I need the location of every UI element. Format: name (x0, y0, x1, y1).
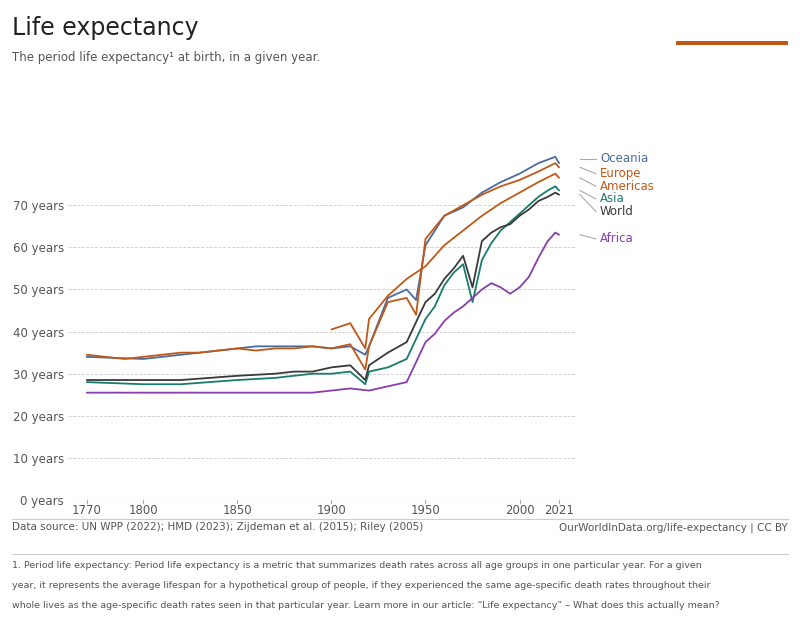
Text: Data source: UN WPP (2022); HMD (2023); Zijdeman et al. (2015); Riley (2005): Data source: UN WPP (2022); HMD (2023); … (12, 522, 423, 533)
Text: The period life expectancy¹ at birth, in a given year.: The period life expectancy¹ at birth, in… (12, 51, 320, 64)
Text: Oceania: Oceania (600, 152, 648, 166)
Text: Life expectancy: Life expectancy (12, 16, 198, 40)
Text: whole lives as the age-specific death rates seen in that particular year. Learn : whole lives as the age-specific death ra… (12, 601, 720, 610)
Text: year, it represents the average lifespan for a hypothetical group of people, if : year, it represents the average lifespan… (12, 581, 710, 590)
Text: Americas: Americas (600, 180, 655, 193)
Text: 1. Period life expectancy: Period life expectancy is a metric that summarizes de: 1. Period life expectancy: Period life e… (12, 561, 702, 569)
Text: Europe: Europe (600, 167, 642, 180)
Bar (676, 41, 788, 45)
Text: in Data: in Data (710, 29, 754, 39)
Text: World: World (600, 205, 634, 218)
Text: Asia: Asia (600, 192, 625, 206)
Text: Our World: Our World (700, 13, 764, 24)
Text: Africa: Africa (600, 233, 634, 245)
Text: OurWorldInData.org/life-expectancy | CC BY: OurWorldInData.org/life-expectancy | CC … (559, 522, 788, 533)
